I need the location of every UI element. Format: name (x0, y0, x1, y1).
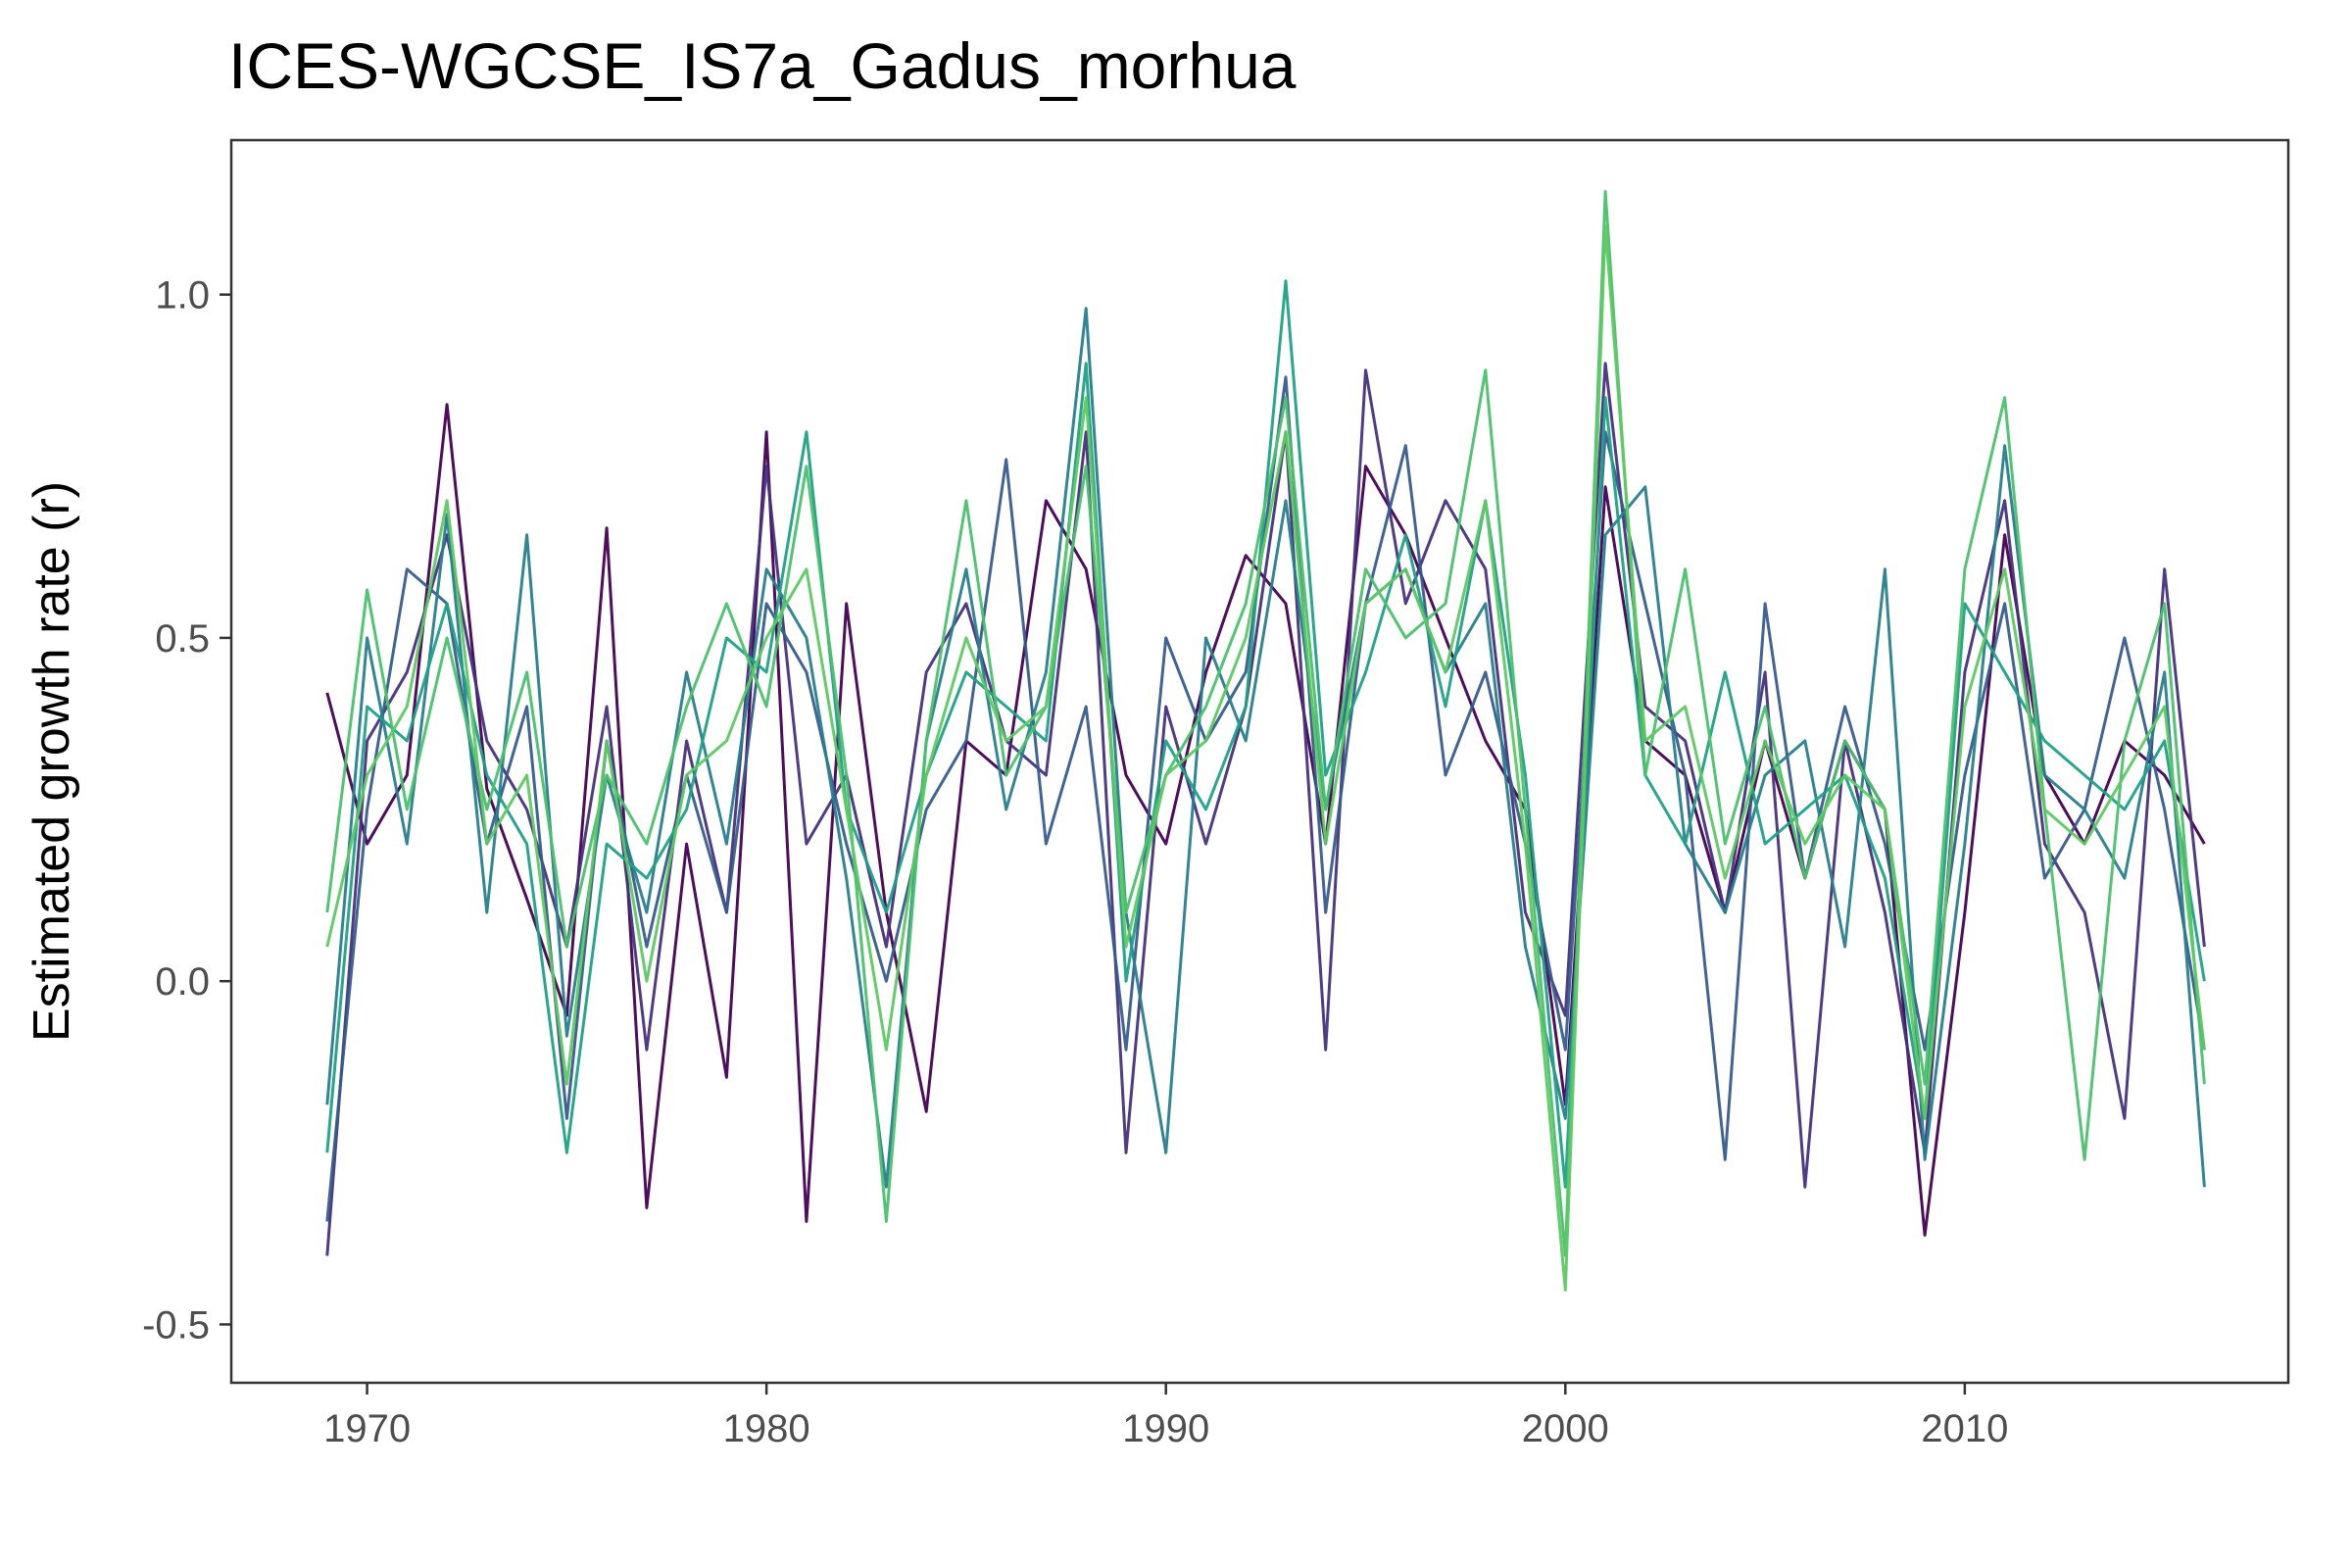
chart-title: ICES-WGCSE_IS7a_Gadus_morhua (228, 29, 1297, 102)
x-tick-label: 1990 (1122, 1407, 1209, 1450)
series-line-3 (325, 375, 2206, 1222)
y-tick-label: 0.5 (155, 617, 210, 661)
series-line-4 (325, 307, 2206, 1189)
series-line-2 (325, 362, 2206, 1256)
plot-panel (229, 138, 2290, 1385)
series-lines (325, 190, 2206, 1292)
y-axis: -0.5 0.0 0.5 1.0 (142, 274, 231, 1347)
x-tick-label: 1970 (323, 1407, 411, 1450)
series-line-7 (325, 224, 2206, 1292)
x-axis: 1970 1980 1990 2000 2010 (323, 1383, 2008, 1450)
y-axis-title: Estimated growth rate (r) (24, 481, 80, 1042)
y-tick-label: 0.0 (155, 960, 210, 1004)
x-tick-label: 2000 (1522, 1407, 1609, 1450)
y-tick-label: -0.5 (142, 1303, 210, 1347)
y-tick-label: 1.0 (155, 274, 210, 318)
x-tick-label: 1980 (723, 1407, 810, 1450)
x-tick-label: 2010 (1921, 1407, 2008, 1450)
